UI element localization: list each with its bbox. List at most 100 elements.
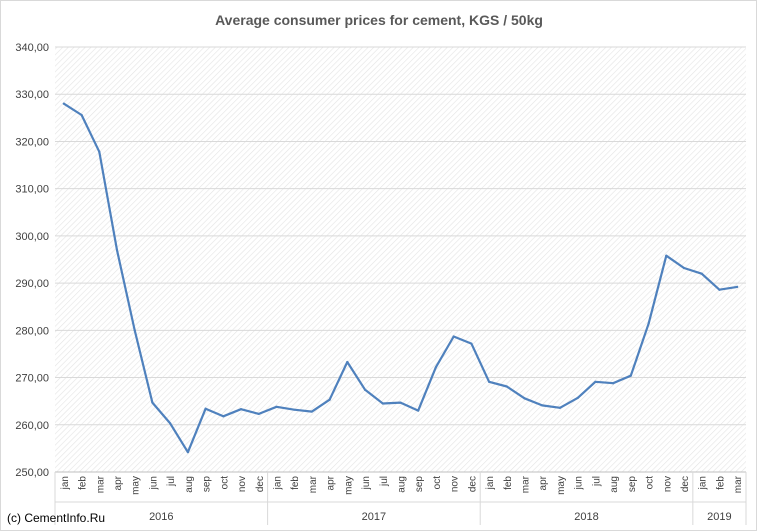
data-point: [133, 329, 136, 332]
x-tick-label: oct: [432, 476, 443, 490]
data-point: [558, 406, 562, 409]
data-point: [417, 409, 420, 412]
data-point: [541, 404, 544, 407]
data-point: [381, 402, 384, 405]
data-point: [115, 248, 119, 252]
x-tick-label: nov: [237, 476, 248, 492]
x-tick-label: sep: [202, 476, 213, 493]
x-tick-label: aug: [397, 476, 408, 493]
x-tick-label: sep: [627, 476, 638, 493]
y-tick-label: 260,00: [15, 420, 49, 432]
data-point: [346, 360, 349, 364]
y-tick-label: 340,00: [15, 42, 49, 54]
data-point: [452, 335, 455, 338]
x-tick-label: sep: [414, 476, 425, 493]
year-label: 2017: [362, 511, 386, 523]
x-tick-label: mar: [308, 475, 319, 493]
x-tick-label: may: [556, 476, 567, 495]
data-point: [736, 285, 739, 288]
x-tick-label: dec: [467, 476, 478, 492]
data-point: [682, 266, 686, 270]
x-tick-label: oct: [645, 476, 656, 490]
data-point: [80, 113, 83, 117]
x-tick-label: apr: [113, 475, 124, 490]
x-tick-label: oct: [219, 476, 230, 490]
x-tick-label: dec: [680, 476, 691, 492]
x-tick-label: aug: [609, 476, 620, 493]
x-tick-label: aug: [184, 476, 195, 493]
data-point: [363, 388, 367, 391]
data-point: [169, 422, 172, 425]
data-point: [718, 288, 721, 291]
y-axis: 250,00 260,00 270,00 280,00 290,00 300,00 310,…: [15, 42, 49, 479]
x-tick-label: may: [343, 476, 354, 495]
data-point: [612, 382, 615, 385]
x-tick-label: jul: [591, 476, 602, 487]
x-tick-label: dec: [255, 476, 266, 492]
x-tick-label: nov: [450, 476, 461, 492]
data-point: [647, 322, 650, 325]
data-point: [257, 412, 260, 416]
y-tick-label: 290,00: [15, 278, 49, 290]
data-point: [98, 150, 101, 153]
data-point: [151, 401, 154, 404]
x-tick-label: mar: [733, 475, 744, 493]
data-point: [310, 410, 314, 413]
data-point: [275, 405, 278, 408]
copyright-text: (c) CementInfo.Ru: [7, 511, 106, 525]
year-label: 2016: [149, 511, 173, 523]
x-tick-label: nov: [662, 476, 673, 492]
data-point: [62, 102, 65, 105]
y-tick-label: 320,00: [15, 136, 49, 148]
x-tick-label: mar: [95, 475, 106, 493]
y-tick-label: 300,00: [15, 231, 49, 243]
y-tick-label: 250,00: [15, 467, 49, 479]
data-point: [328, 398, 331, 401]
data-point: [186, 451, 189, 454]
x-tick-label: feb: [503, 476, 514, 490]
x-axis: jan feb mar apr may jun jul aug sep oct nov dec jan f…: [54, 471, 747, 525]
x-tick-label: jan: [60, 476, 71, 490]
data-point: [204, 407, 207, 410]
y-tick-label: 280,00: [15, 325, 49, 337]
x-tick-label: apr: [326, 475, 337, 490]
series-layer: [62, 102, 739, 454]
data-point: [665, 254, 668, 257]
data-point: [576, 396, 579, 399]
data-point: [434, 366, 438, 369]
x-tick-label: apr: [538, 475, 549, 490]
data-point: [239, 408, 243, 411]
year-label: 2019: [707, 511, 731, 523]
x-tick-label: jan: [272, 476, 283, 490]
data-point: [629, 374, 632, 377]
x-tick-label: feb: [715, 476, 726, 490]
data-point: [700, 272, 703, 275]
y-tick-label: 310,00: [15, 184, 49, 196]
x-tick-label: mar: [521, 475, 532, 493]
x-tick-label: feb: [78, 476, 89, 490]
year-label: 2018: [574, 511, 598, 523]
x-tick-label: jun: [574, 476, 585, 490]
gridlines: [55, 46, 746, 473]
x-tick-label: jul: [166, 476, 177, 487]
y-tick-label: 270,00: [15, 373, 49, 385]
data-point: [470, 342, 473, 345]
data-point: [399, 401, 402, 404]
x-tick-label: jan: [485, 476, 496, 490]
x-tick-label: may: [131, 476, 142, 495]
data-point: [594, 380, 597, 383]
data-point: [487, 380, 491, 383]
data-point: [222, 415, 225, 418]
chart-title: Average consumer prices for cement, KGS …: [215, 12, 543, 28]
x-tick-label: jun: [148, 476, 159, 490]
y-tick-label: 330,00: [15, 89, 49, 101]
data-point: [293, 408, 296, 411]
data-point: [523, 397, 526, 400]
data-point: [505, 385, 508, 388]
plot-area: [55, 47, 746, 472]
x-tick-label: jun: [361, 476, 372, 490]
x-tick-label: jan: [698, 476, 709, 490]
x-tick-label: feb: [290, 476, 301, 490]
